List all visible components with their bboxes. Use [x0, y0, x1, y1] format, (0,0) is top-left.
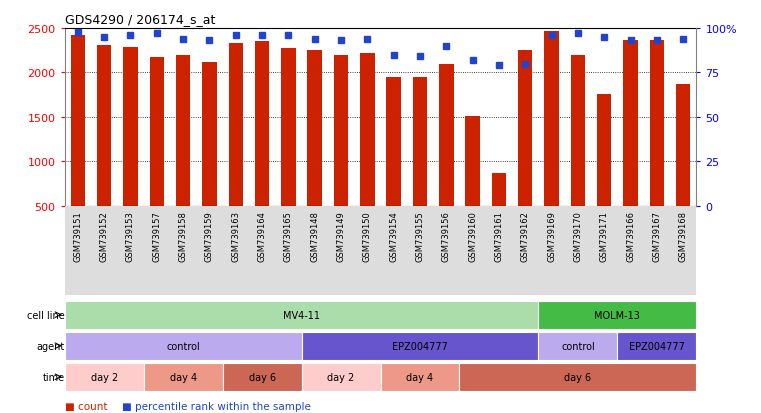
Text: day 2: day 2: [327, 372, 355, 382]
Bar: [387, 78, 401, 206]
Text: GSM739170: GSM739170: [573, 211, 582, 262]
Bar: [597, 95, 611, 206]
Bar: [176, 55, 190, 206]
Bar: [307, 51, 322, 206]
Text: day 4: day 4: [170, 372, 196, 382]
Bar: [281, 48, 295, 206]
Text: GSM739156: GSM739156: [442, 211, 451, 262]
Text: GSM739162: GSM739162: [521, 211, 530, 262]
Text: GSM739164: GSM739164: [257, 211, 266, 262]
Text: day 4: day 4: [406, 372, 434, 382]
Bar: [334, 55, 349, 206]
Text: GSM739165: GSM739165: [284, 211, 293, 262]
Bar: [255, 42, 269, 206]
Text: GSM739163: GSM739163: [231, 211, 240, 262]
Bar: [460, 363, 696, 391]
Text: GSM739150: GSM739150: [363, 211, 372, 261]
Bar: [623, 41, 638, 207]
Bar: [301, 332, 539, 360]
Bar: [544, 31, 559, 206]
Text: EPZ004777: EPZ004777: [629, 341, 685, 351]
Bar: [65, 301, 539, 329]
Text: GSM739161: GSM739161: [495, 211, 504, 262]
Bar: [65, 332, 301, 360]
Text: MOLM-13: MOLM-13: [594, 310, 640, 320]
Text: control: control: [561, 341, 595, 351]
Text: day 6: day 6: [565, 372, 591, 382]
Bar: [380, 363, 460, 391]
Bar: [466, 117, 480, 206]
Text: control: control: [166, 341, 200, 351]
Text: GSM739157: GSM739157: [152, 211, 161, 262]
Bar: [650, 41, 664, 207]
Text: time: time: [43, 372, 65, 382]
Bar: [571, 55, 585, 206]
Text: GSM739149: GSM739149: [336, 211, 345, 261]
Bar: [412, 78, 427, 206]
Bar: [492, 173, 506, 206]
Text: MV4-11: MV4-11: [283, 310, 320, 320]
Bar: [360, 54, 374, 206]
Text: day 6: day 6: [249, 372, 275, 382]
Bar: [228, 44, 243, 206]
Text: GSM739153: GSM739153: [126, 211, 135, 262]
Text: GSM739169: GSM739169: [547, 211, 556, 262]
Bar: [518, 51, 533, 206]
Bar: [539, 301, 696, 329]
Text: EPZ004777: EPZ004777: [392, 341, 448, 351]
Text: GSM739166: GSM739166: [626, 211, 635, 262]
Text: GSM739148: GSM739148: [310, 211, 319, 262]
Text: GSM739168: GSM739168: [679, 211, 688, 262]
Text: GSM739167: GSM739167: [652, 211, 661, 262]
Text: GDS4290 / 206174_s_at: GDS4290 / 206174_s_at: [65, 13, 215, 26]
Text: GSM739151: GSM739151: [73, 211, 82, 261]
Bar: [539, 332, 617, 360]
Bar: [71, 36, 85, 206]
Text: ■ count: ■ count: [65, 401, 107, 411]
Text: GSM739158: GSM739158: [179, 211, 188, 262]
Bar: [223, 363, 301, 391]
Bar: [65, 363, 144, 391]
Text: cell line: cell line: [27, 310, 65, 320]
Bar: [150, 58, 164, 206]
Bar: [676, 85, 690, 206]
Text: GSM739160: GSM739160: [468, 211, 477, 262]
Text: GSM739159: GSM739159: [205, 211, 214, 261]
Bar: [202, 63, 217, 206]
Bar: [144, 363, 223, 391]
Text: agent: agent: [37, 341, 65, 351]
Text: GSM739155: GSM739155: [416, 211, 425, 261]
Text: GSM739154: GSM739154: [389, 211, 398, 261]
Bar: [439, 65, 454, 206]
Bar: [301, 363, 380, 391]
Bar: [97, 46, 111, 206]
Text: ■ percentile rank within the sample: ■ percentile rank within the sample: [122, 401, 310, 411]
Text: GSM739171: GSM739171: [600, 211, 609, 262]
Text: GSM739152: GSM739152: [100, 211, 109, 261]
Bar: [617, 332, 696, 360]
Bar: [123, 47, 138, 206]
Text: day 2: day 2: [91, 372, 118, 382]
